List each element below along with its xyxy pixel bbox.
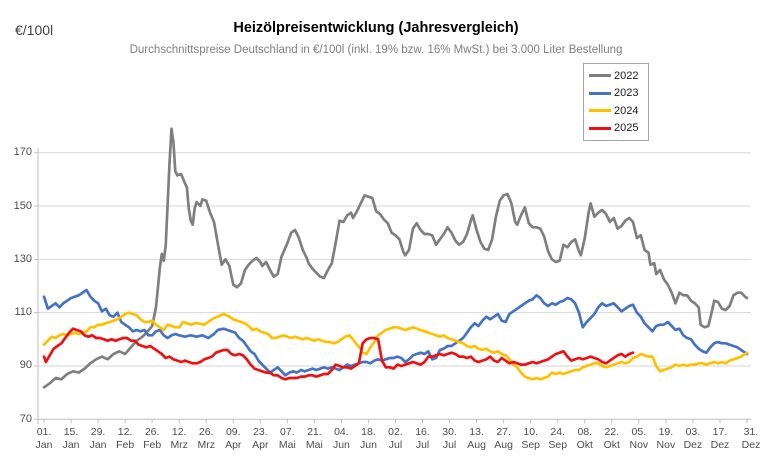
y-tick-label-170: 170 — [13, 146, 32, 159]
series-line-2025 — [42, 327, 635, 381]
series-line-2023 — [42, 288, 749, 377]
x-tick-label-03.Dez: 03. Dez — [683, 426, 703, 452]
x-tick-label-29.Jan: 29. Jan — [89, 426, 107, 452]
series-line-2024 — [42, 311, 749, 381]
x-tick-label-13.Aug: 13. Aug — [467, 426, 486, 452]
legend: 2022 2023 2024 2025 — [583, 63, 649, 141]
x-tick-label-31.Dez: 31. Dez — [741, 426, 761, 452]
legend-item-2022: 2022 — [584, 70, 648, 82]
x-tick-label-02.Jul: 02. Jul — [388, 426, 403, 452]
legend-label: 2022 — [614, 69, 639, 82]
x-tick-label-01.Jan: 01. Jan — [35, 426, 53, 452]
legend-label: 2023 — [614, 87, 639, 100]
x-tick-label-19.Nov: 19. Nov — [656, 426, 676, 452]
legend-item-2023: 2023 — [584, 87, 648, 99]
legend-label: 2024 — [614, 104, 639, 117]
legend-line-swatch-2023 — [589, 91, 611, 95]
x-tick-label-12.Mrz: 12. Mrz — [170, 426, 188, 452]
x-tick-label-21.Mai: 21. Mai — [305, 426, 323, 452]
x-tick-label-23.Apr: 23. Apr — [252, 426, 269, 452]
x-tick-label-30.Jul: 30. Jul — [442, 426, 457, 452]
y-tick-label-70: 70 — [19, 412, 32, 425]
x-tick-label-04.Jun: 04. Jun — [332, 426, 350, 452]
x-tick-label-09.Apr: 09. Apr — [225, 426, 242, 452]
y-tick-label-90: 90 — [19, 359, 32, 372]
chart-subtitle: Durchschnittspreise Deutschland in €/100… — [129, 44, 623, 56]
x-tick-label-18.Jun: 18. Jun — [359, 426, 377, 452]
y-tick-label-150: 150 — [13, 199, 32, 212]
x-tick-label-15.Jan: 15. Jan — [62, 426, 80, 452]
x-tick-label-24.Sep: 24. Sep — [548, 426, 568, 452]
x-tick-label-17.Dez: 17. Dez — [710, 426, 730, 452]
y-tick-label-110: 110 — [14, 306, 32, 319]
series-line-2022 — [42, 127, 749, 389]
chart-title: Heizölpreisentwicklung (Jahresvergleich) — [233, 20, 519, 36]
x-tick-label-27.Aug: 27. Aug — [494, 426, 513, 452]
legend-label: 2025 — [614, 122, 639, 135]
legend-item-2025: 2025 — [584, 122, 648, 134]
legend-line-swatch-2025 — [589, 126, 611, 130]
x-tick-label-10.Sep: 10. Sep — [521, 426, 541, 452]
y-axis-unit-label: €/100l — [15, 22, 54, 38]
x-tick-label-07.Mai: 07. Mai — [278, 426, 296, 452]
x-tick-label-08.Okt: 08. Okt — [576, 426, 593, 452]
y-tick-label-130: 130 — [13, 252, 32, 265]
x-tick-label-26.Mrz: 26. Mrz — [197, 426, 215, 452]
legend-item-2024: 2024 — [584, 105, 648, 117]
x-tick-label-16.Jul: 16. Jul — [415, 426, 430, 452]
x-tick-label-12.Feb: 12. Feb — [116, 426, 135, 452]
legend-line-swatch-2024 — [589, 109, 611, 113]
legend-line-swatch-2022 — [589, 74, 611, 78]
x-tick-label-22.Okt: 22. Okt — [603, 426, 620, 452]
x-tick-label-26.Feb: 26. Feb — [143, 426, 162, 452]
x-tick-label-05.Nov: 05. Nov — [629, 426, 649, 452]
